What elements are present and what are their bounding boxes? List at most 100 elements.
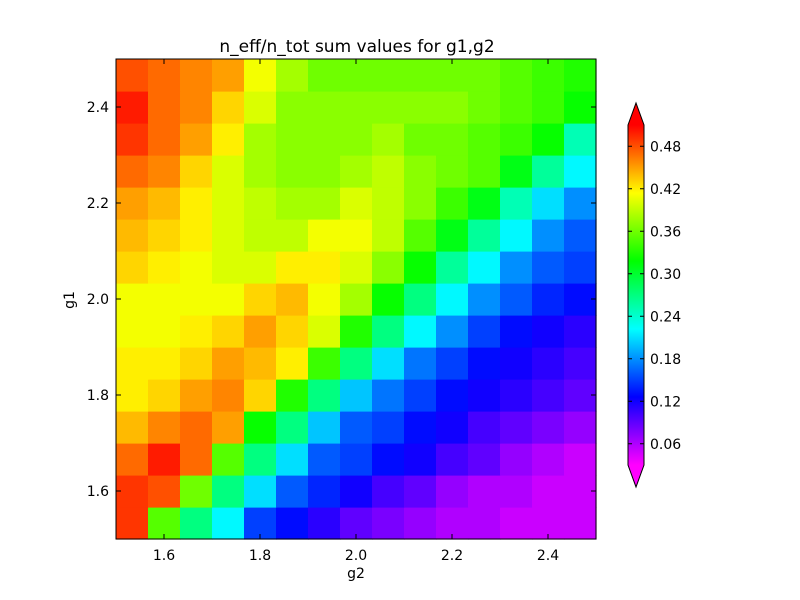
heatmap-cell (276, 251, 309, 284)
heatmap-cell (436, 59, 469, 92)
y-axis: 1.6 1.8 2.0 2.2 2.4 (87, 100, 596, 500)
heatmap-cell (404, 251, 437, 284)
heatmap-cell (564, 411, 597, 444)
heatmap-cell (564, 155, 597, 188)
heatmap-cell (244, 59, 277, 92)
heatmap-cell (372, 219, 405, 252)
heatmap-cell (404, 443, 437, 476)
heatmap-cell (180, 59, 213, 92)
x-tick-label: 1.8 (249, 548, 271, 564)
heatmap-cell (436, 123, 469, 156)
colorbar-extend-min (628, 465, 644, 487)
heatmap-cell (500, 91, 533, 124)
heatmap-cell (500, 475, 533, 508)
heatmap-cell (532, 379, 565, 412)
heatmap-cell (468, 443, 501, 476)
colorbar-outline (627, 101, 645, 489)
heatmap-cell (212, 475, 245, 508)
heatmap-cell (436, 347, 469, 380)
heatmap-cell (116, 347, 149, 380)
heatmap-cell (276, 187, 309, 220)
heatmap-cell (404, 507, 437, 540)
heatmap-cell (340, 251, 373, 284)
heatmap-cell (532, 155, 565, 188)
heatmap-cell (436, 443, 469, 476)
heatmap-cell (340, 347, 373, 380)
heatmap-cell (500, 155, 533, 188)
heatmap-cell (148, 251, 181, 284)
heatmap-cell (244, 379, 277, 412)
heatmap-cell (148, 411, 181, 444)
heatmap-cell (500, 187, 533, 220)
heatmap-cell (372, 507, 405, 540)
heatmap-cell (148, 59, 181, 92)
heatmap-cell (532, 251, 565, 284)
heatmap-cell (532, 347, 565, 380)
heatmap-cell (116, 411, 149, 444)
heatmap-cell (436, 475, 469, 508)
y-tick-label: 1.8 (87, 388, 109, 404)
heatmap-cell (340, 187, 373, 220)
heatmap-cell (148, 283, 181, 316)
heatmap-cell (148, 443, 181, 476)
heatmap-cell (244, 155, 277, 188)
heatmap-cell (468, 475, 501, 508)
heatmap-cell (148, 187, 181, 220)
heatmap-cell (116, 155, 149, 188)
heatmap-cell (180, 251, 213, 284)
heatmap-cell (308, 251, 341, 284)
heatmap-cell (212, 155, 245, 188)
heatmap-cell (340, 59, 373, 92)
heatmap-cell (340, 123, 373, 156)
heatmap-cell (308, 507, 341, 540)
heatmap-cell (532, 315, 565, 348)
heatmap-cell (116, 91, 149, 124)
heatmap-cell (468, 59, 501, 92)
heatmap-cell (308, 411, 341, 444)
heatmap-cell (404, 187, 437, 220)
heatmap-cell (468, 91, 501, 124)
heatmap-cell (212, 379, 245, 412)
heatmap-cell (372, 475, 405, 508)
heatmap-cell (372, 411, 405, 444)
heatmap-cell (436, 283, 469, 316)
heatmap-cell (244, 411, 277, 444)
heatmap-cell (276, 283, 309, 316)
y-tick-label: 2.2 (87, 196, 109, 212)
heatmap-cell (436, 251, 469, 284)
heatmap-cell (116, 187, 149, 220)
heatmap-cell (532, 283, 565, 316)
heatmap-cell (340, 315, 373, 348)
heatmap-cell (308, 475, 341, 508)
heatmap-cell (148, 347, 181, 380)
heatmap-cell (468, 379, 501, 412)
heatmap-cell (372, 187, 405, 220)
heatmap-cell (532, 219, 565, 252)
heatmap-cell (436, 155, 469, 188)
heatmap-cell (212, 443, 245, 476)
heatmap-cell (148, 91, 181, 124)
heatmap-cell (308, 91, 341, 124)
heatmap-cell (436, 379, 469, 412)
heatmap-cell (564, 251, 597, 284)
heatmap-cell (340, 475, 373, 508)
heatmap-cell (404, 283, 437, 316)
heatmap-cell (212, 347, 245, 380)
x-tick-label: 2.0 (345, 548, 367, 564)
heatmap-cell (468, 283, 501, 316)
heatmap-cell (276, 315, 309, 348)
heatmap-cell (276, 91, 309, 124)
heatmap-cell (500, 347, 533, 380)
heatmap-cell (308, 443, 341, 476)
colorbar-tick-label: 0.36 (650, 224, 681, 240)
colorbar-gradient (628, 125, 644, 465)
heatmap-cell (532, 411, 565, 444)
heatmap-cell (116, 379, 149, 412)
heatmap-cell (244, 123, 277, 156)
x-tick-label: 2.2 (441, 548, 463, 564)
heatmap-cell (404, 59, 437, 92)
heatmap-cell (116, 59, 149, 92)
heatmap-cell (276, 411, 309, 444)
heatmap-cell (276, 155, 309, 188)
heatmap-cell (372, 347, 405, 380)
